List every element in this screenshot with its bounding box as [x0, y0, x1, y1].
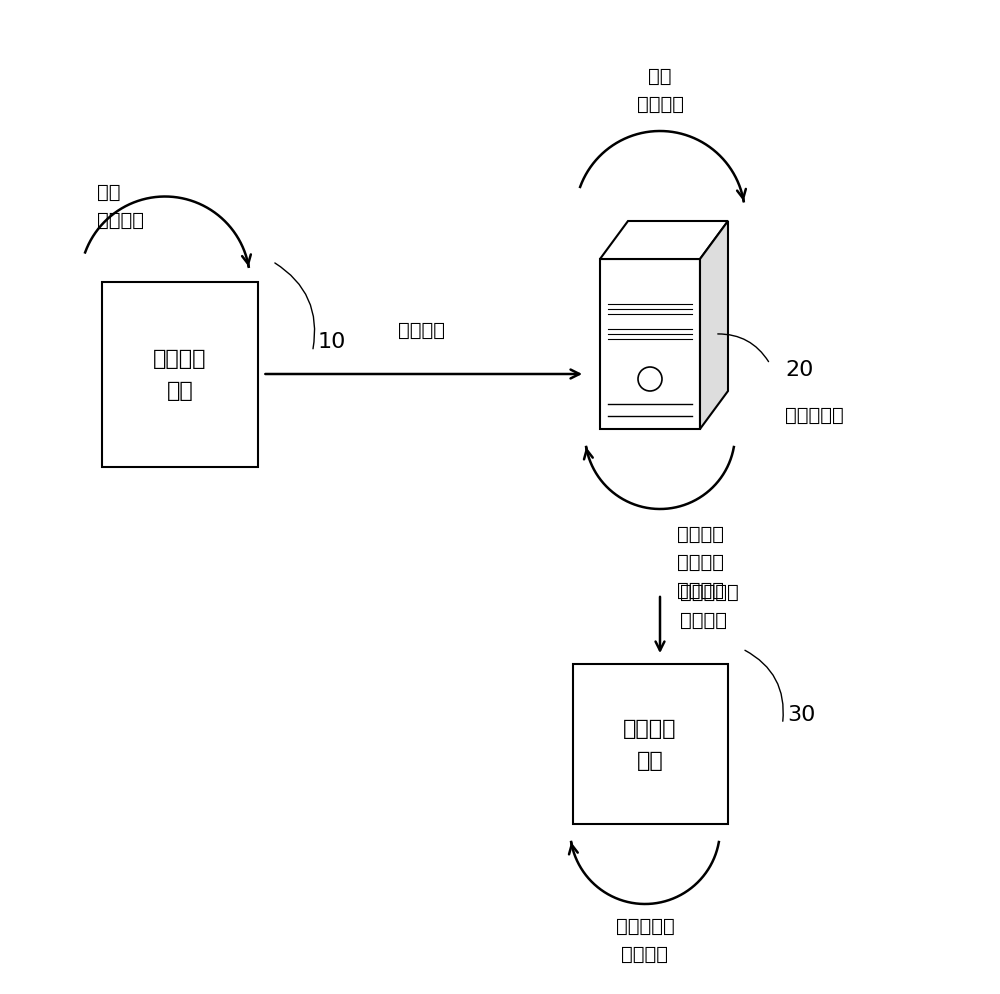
Text: 渲染、显示
动画角色: 渲染、显示 动画角色: [616, 916, 674, 963]
Text: 30: 30: [788, 705, 816, 725]
Circle shape: [638, 368, 662, 392]
Text: 第二用户
终端: 第二用户 终端: [623, 718, 677, 770]
Text: 20: 20: [785, 360, 813, 380]
Text: 制作
素材资源: 制作 素材资源: [97, 182, 144, 230]
Polygon shape: [700, 222, 728, 429]
Text: 素材资源: 素材资源: [398, 321, 445, 340]
Text: 基于素材
资源生成
动画角色: 基于素材 资源生成 动画角色: [676, 525, 724, 599]
Text: 10: 10: [318, 332, 346, 352]
Polygon shape: [600, 222, 728, 259]
Text: 存储
素材资源: 存储 素材资源: [637, 67, 684, 114]
Bar: [572, 664, 728, 824]
Text: 第一用户
终端: 第一用户 终端: [153, 348, 207, 401]
Text: 动画角色的
渲染数据: 动画角色的 渲染数据: [680, 581, 739, 629]
Text: 云端服务器: 云端服务器: [785, 406, 844, 424]
Bar: [600, 259, 700, 429]
Bar: [102, 282, 258, 467]
